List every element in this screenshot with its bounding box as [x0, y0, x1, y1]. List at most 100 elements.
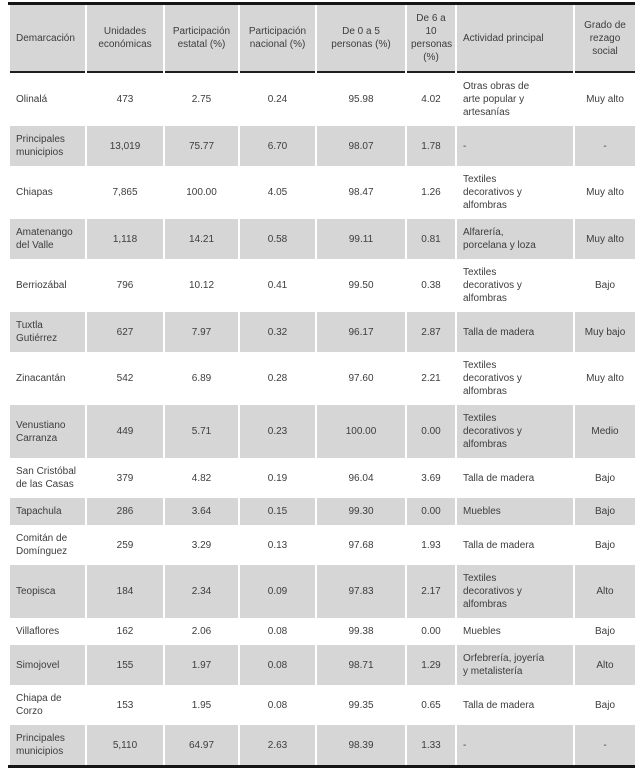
cell-participacion-estatal: 10.12	[188, 280, 215, 291]
cell-participacion-nacional: 0.28	[267, 373, 288, 384]
cell-actividad-principal: Talla de madera	[463, 472, 535, 484]
table-row: Zinacantán 542 6.89 0.28 97.60 2.21 Textiles d…	[10, 352, 635, 405]
cell-de-0-a-5-personas: 99.35	[348, 699, 374, 711]
cell-unidades-economicas: 5,110	[87, 725, 163, 765]
table-row: Simojovel 155 1.97 0.08 98.71 1.29 Orfebrería,…	[10, 645, 635, 685]
cell-de-0-a-5-personas: 95.98	[348, 94, 374, 105]
table-row: Tuxtla Gutiérrez 627 7.97 0.32 96.17 2.87 Tall…	[10, 312, 635, 352]
cell-participacion-estatal: 2.34	[165, 565, 238, 618]
cell-grado-rezago-social: Bajo	[594, 539, 615, 551]
column-header-actividad-principal: Actividad principal	[457, 5, 573, 73]
cell-demarcacion: Berriozábal	[16, 280, 67, 291]
cell-grado-rezago-social: Alto	[575, 645, 635, 685]
column-header-demarcacion: Demarcación	[10, 5, 85, 73]
cell-grado-rezago-social: Bajo	[594, 280, 615, 291]
cell-participacion-nacional: 0.23	[240, 405, 315, 458]
cell-participacion-estatal: 2.75	[191, 94, 212, 105]
cell-grado-rezago-social: Muy alto	[575, 219, 635, 259]
cell-de-6-a-10-personas: 3.69	[421, 472, 441, 484]
cell-de-6-a-10-personas: 0.00	[407, 405, 455, 458]
cell-de-6-a-10-personas: 0.81	[407, 219, 455, 259]
cell-actividad-principal: Muebles	[457, 498, 573, 525]
table-row: Principales municipios 5,110 64.97 2.63 98.3…	[10, 725, 635, 765]
cell-actividad-principal: Textiles decorativos y alfombras	[463, 267, 522, 304]
cell-unidades-economicas: 259	[116, 539, 134, 551]
cell-participacion-nacional: 0.08	[240, 645, 315, 685]
table-row: Villaflores 162 2.06 0.08 99.38 0.00 Muebles Ba…	[10, 618, 635, 645]
cell-actividad-principal: Textiles decorativos y alfombras	[457, 405, 573, 458]
cell-demarcacion: Villaflores	[16, 626, 60, 637]
cell-de-6-a-10-personas: 1.26	[421, 187, 441, 198]
cell-grado-rezago-social: -	[575, 725, 635, 765]
cell-participacion-nacional: 0.09	[240, 565, 315, 618]
cell-actividad-principal: Textiles decorativos y alfombras	[463, 360, 522, 397]
cell-de-6-a-10-personas: 1.93	[421, 539, 441, 551]
cell-demarcacion: Zinacantán	[16, 373, 66, 384]
cell-participacion-nacional: 0.41	[267, 280, 288, 291]
column-header-participacion-estatal: Participación estatal (%)	[165, 5, 238, 73]
cell-participacion-nacional: 0.13	[267, 539, 288, 551]
column-header-grado-rezago-social: Grado de rezago social	[575, 5, 635, 73]
cell-participacion-estatal: 1.95	[191, 699, 212, 711]
cell-grado-rezago-social: Medio	[575, 405, 635, 458]
cell-actividad-principal: Alfarería, porcelana y loza	[457, 219, 573, 259]
cell-unidades-economicas: 155	[87, 645, 163, 685]
cell-grado-rezago-social: Bajo	[594, 626, 615, 637]
cell-participacion-estatal: 14.21	[165, 219, 238, 259]
cell-unidades-economicas: 379	[116, 472, 134, 484]
cell-demarcacion: Venustiano Carranza	[10, 405, 85, 458]
header-row: Demarcación Unidades económicas Particip…	[10, 5, 635, 73]
cell-participacion-estatal: 1.97	[165, 645, 238, 685]
cell-participacion-nacional: 6.70	[240, 126, 315, 166]
cell-actividad-principal: -	[457, 126, 573, 166]
cell-unidades-economicas: 796	[116, 280, 134, 291]
cell-de-6-a-10-personas: 2.87	[407, 312, 455, 352]
column-header-de-6-a-10-personas: De 6 a 10 personas (%)	[407, 5, 455, 73]
cell-participacion-estatal: 2.06	[191, 626, 212, 637]
cell-participacion-nacional: 0.24	[267, 94, 288, 105]
table-row: Berriozábal 796 10.12 0.41 99.50 0.38 Textiles…	[10, 259, 635, 312]
cell-actividad-principal: Talla de madera	[457, 312, 573, 352]
cell-de-6-a-10-personas: 4.02	[421, 94, 441, 105]
cell-de-6-a-10-personas: 2.21	[421, 373, 441, 384]
cell-demarcacion: San Cristóbal de las Casas	[16, 466, 77, 490]
cell-participacion-estatal: 6.89	[191, 373, 212, 384]
cell-de-6-a-10-personas: 1.29	[407, 645, 455, 685]
cell-demarcacion: Simojovel	[10, 645, 85, 685]
cell-unidades-economicas: 13,019	[87, 126, 163, 166]
cell-de-0-a-5-personas: 100.00	[317, 405, 405, 458]
cell-unidades-economicas: 7,865	[112, 187, 138, 198]
cell-de-6-a-10-personas: 2.17	[407, 565, 455, 618]
table-header: Demarcación Unidades económicas Particip…	[10, 5, 635, 73]
cell-participacion-nacional: 2.63	[240, 725, 315, 765]
cell-de-0-a-5-personas: 98.47	[348, 187, 374, 198]
cell-demarcacion: Chiapa de Corzo	[16, 693, 62, 717]
cell-grado-rezago-social: Bajo	[594, 472, 615, 484]
cell-de-6-a-10-personas: 1.33	[407, 725, 455, 765]
cell-unidades-economicas: 627	[87, 312, 163, 352]
cell-de-0-a-5-personas: 99.30	[317, 498, 405, 525]
table-body: Olinalá 473 2.75 0.24 95.98 4.02 Otras obras d…	[10, 73, 635, 765]
cell-participacion-estatal: 7.97	[165, 312, 238, 352]
cell-de-0-a-5-personas: 99.11	[317, 219, 405, 259]
cell-de-6-a-10-personas: 0.38	[421, 280, 441, 291]
cell-demarcacion: Tuxtla Gutiérrez	[10, 312, 85, 352]
cell-participacion-nacional: 0.32	[240, 312, 315, 352]
table-frame: Demarcación Unidades económicas Particip…	[8, 2, 635, 768]
municipios-artesanias-table: Demarcación Unidades económicas Particip…	[8, 5, 637, 765]
cell-demarcacion: Principales municipios	[10, 126, 85, 166]
cell-participacion-estatal: 3.64	[165, 498, 238, 525]
cell-grado-rezago-social: Muy alto	[586, 94, 624, 105]
cell-actividad-principal: Talla de madera	[463, 699, 535, 711]
cell-de-6-a-10-personas: 0.00	[421, 626, 441, 637]
cell-participacion-estatal: 75.77	[165, 126, 238, 166]
table-row: Teopisca 184 2.34 0.09 97.83 2.17 Textiles dec…	[10, 565, 635, 618]
cell-participacion-estatal: 5.71	[165, 405, 238, 458]
cell-participacion-nacional: 0.19	[267, 472, 288, 484]
cell-grado-rezago-social: Muy bajo	[575, 312, 635, 352]
cell-participacion-nacional: 0.08	[267, 626, 288, 637]
cell-demarcacion: Principales municipios	[10, 725, 85, 765]
cell-de-0-a-5-personas: 97.60	[348, 373, 374, 384]
cell-participacion-estatal: 4.82	[191, 472, 212, 484]
